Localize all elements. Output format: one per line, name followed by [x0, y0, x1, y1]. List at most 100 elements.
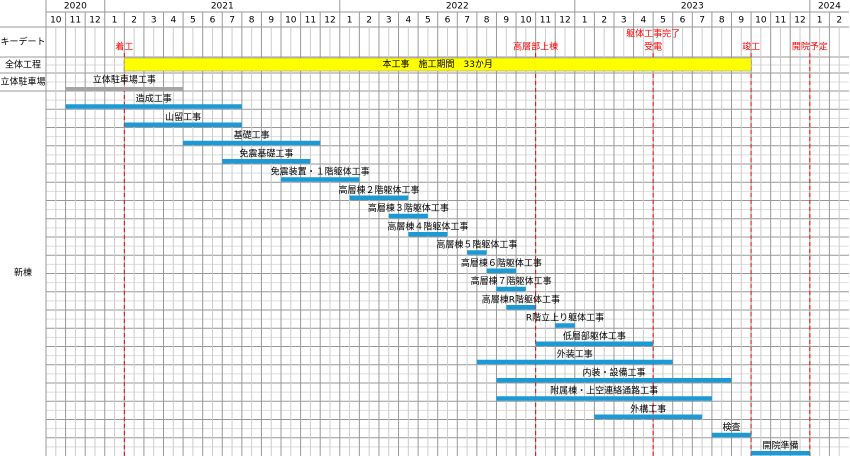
milestone-label: 高層部上棟 [513, 41, 558, 53]
group-label: 新棟 [14, 267, 32, 279]
month-label: 7 [229, 16, 235, 26]
task-label: 高層棟５階躯体工事 [436, 239, 517, 251]
task-bar [506, 305, 536, 310]
task-label: 開院準備 [762, 439, 798, 451]
month-label: 6 [210, 16, 216, 26]
row-label: 立体駐車場 [0, 76, 45, 88]
keydate-label: キーデート [0, 36, 45, 48]
task-bar [751, 451, 810, 456]
month-label: 7 [464, 16, 470, 26]
month-label: 8 [249, 16, 255, 26]
task-label: 高層棟７階躯体工事 [471, 275, 552, 287]
task-label: 基礎工事 [234, 129, 270, 141]
task-bar [349, 195, 409, 200]
milestone-label: 躯体工事完了 [626, 28, 680, 40]
task-label: 高層棟２階躯体工事 [338, 184, 419, 196]
year-label: 2024 [818, 2, 841, 12]
month-label: 12 [324, 16, 335, 26]
milestone-label: 開院予定 [792, 41, 828, 53]
month-label: 6 [445, 16, 451, 26]
month-label: 10 [50, 16, 62, 26]
task-label: 高層棟３階躯体工事 [368, 202, 449, 214]
task-bar [594, 414, 703, 419]
month-label: 3 [151, 16, 157, 26]
task-bar [476, 359, 673, 365]
parking-bar [65, 87, 184, 91]
task-label: 内装・設備工事 [582, 366, 645, 378]
month-label: 11 [70, 16, 81, 26]
task-bar [388, 213, 428, 219]
task-label: 高層棟６階躯体工事 [461, 257, 542, 269]
month-label: 12 [794, 16, 805, 26]
task-bar [408, 232, 448, 237]
task-bar [183, 140, 321, 146]
task-bar [496, 396, 712, 401]
month-label: 11 [775, 16, 786, 26]
month-label: 5 [660, 16, 666, 26]
month-label: 8 [719, 16, 725, 26]
year-label: 2022 [446, 2, 469, 12]
month-label: 1 [582, 16, 588, 26]
task-label: 低層部躯体工事 [563, 330, 626, 342]
task-label: 外構工事 [630, 403, 666, 415]
milestone-label: 竣工 [742, 41, 760, 53]
overall-bar [124, 57, 752, 72]
task-bar [281, 177, 360, 182]
year-label: 2020 [64, 2, 87, 12]
month-label: 4 [170, 16, 176, 26]
task-bar [467, 250, 487, 255]
task-bar [486, 268, 517, 273]
month-label: 7 [699, 16, 705, 26]
month-label: 4 [640, 16, 646, 26]
task-label: 高層棟４階躯体工事 [387, 220, 468, 232]
task-label: R階立上り躯体工事 [526, 312, 604, 324]
month-label: 1 [112, 16, 118, 26]
month-label: 10 [520, 16, 532, 26]
task-bar [535, 341, 654, 346]
task-label: 免震装置・１階躯体工事 [271, 166, 370, 178]
milestone-sublabel: 受電 [644, 41, 662, 53]
month-label: 11 [540, 16, 551, 26]
task-label: 外装工事 [557, 348, 593, 360]
month-label: 12 [89, 16, 100, 26]
task-label: 附属棟・上空連絡通路工事 [550, 385, 658, 397]
month-label: 1 [817, 16, 823, 26]
month-label: 5 [425, 16, 431, 26]
task-bar [711, 432, 752, 438]
year-label: 2023 [681, 2, 704, 12]
month-label: 2 [601, 16, 607, 26]
task-label: 造成工事 [136, 93, 172, 105]
month-label: 6 [680, 16, 686, 26]
month-label: 9 [738, 16, 744, 26]
month-label: 12 [559, 16, 570, 26]
month-label: 5 [190, 16, 196, 26]
task-bar [555, 323, 575, 328]
month-label: 11 [305, 16, 316, 26]
parking-label: 立体駐車場工事 [93, 74, 156, 86]
task-label: 山留工事 [165, 111, 201, 123]
task-label: 免震基礎工事 [239, 147, 293, 159]
month-label: 2 [131, 16, 137, 26]
task-label: 高層棟R階躯体工事 [482, 293, 560, 305]
month-label: 9 [268, 16, 274, 26]
task-bar [496, 286, 526, 292]
task-bar [124, 122, 242, 127]
month-label: 1 [347, 16, 353, 26]
month-label: 3 [621, 16, 627, 26]
month-label: 8 [484, 16, 490, 26]
row-label: 全体工程 [5, 59, 41, 71]
task-bar [496, 378, 732, 383]
overall-label: 本工事 施工期間 33か月 [382, 58, 492, 70]
month-label: 9 [503, 16, 509, 26]
year-label: 2021 [211, 2, 234, 12]
month-label: 10 [755, 16, 767, 26]
milestone-label: 着工 [115, 41, 133, 53]
task-bar [222, 159, 311, 164]
month-label: 2 [836, 16, 842, 26]
month-label: 3 [386, 16, 392, 26]
month-label: 10 [285, 16, 297, 26]
task-bar [65, 104, 242, 109]
